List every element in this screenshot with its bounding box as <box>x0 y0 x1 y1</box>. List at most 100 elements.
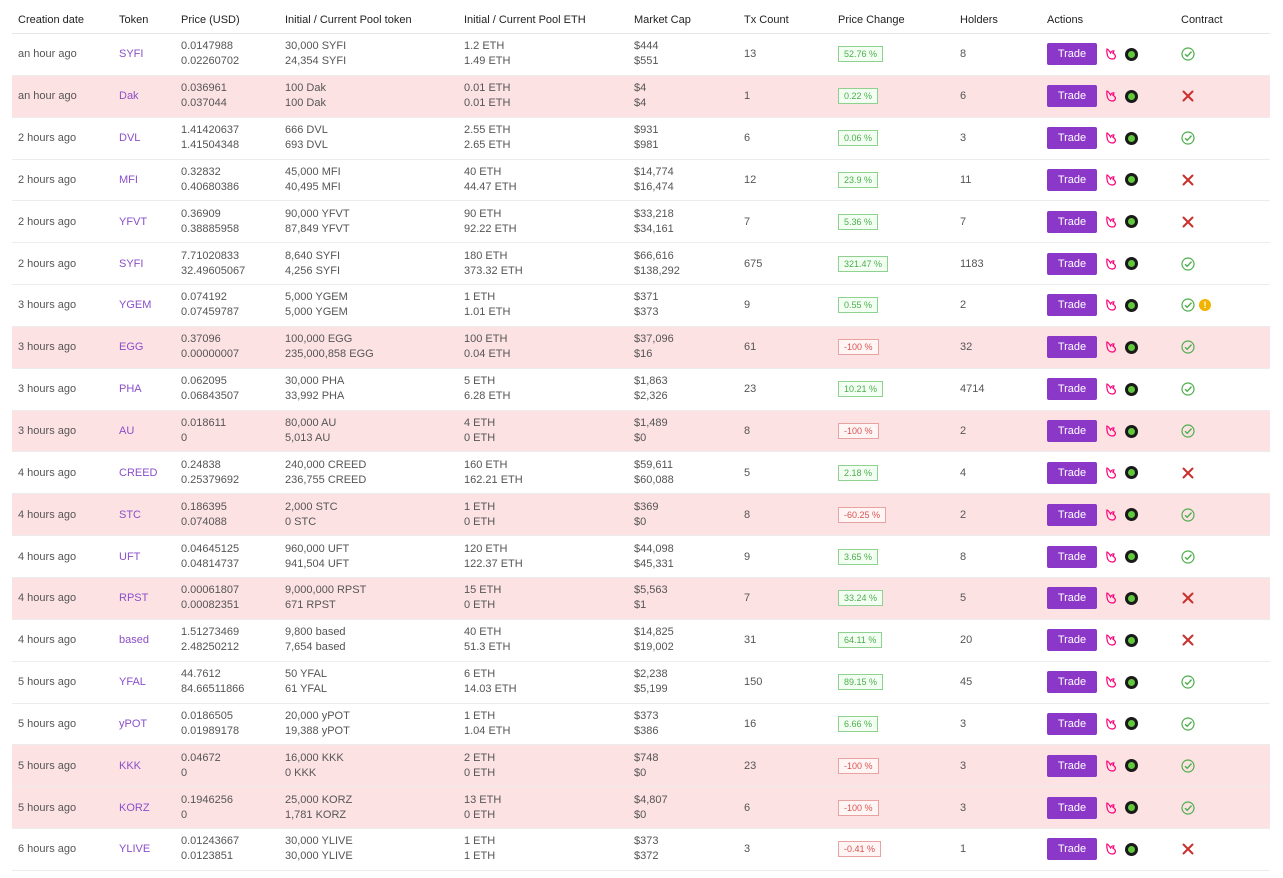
trade-button[interactable]: Trade <box>1047 210 1097 233</box>
uniswap-icon[interactable] <box>1104 382 1118 396</box>
token-link[interactable]: CREED <box>119 466 158 479</box>
dextools-icon[interactable] <box>1125 842 1138 856</box>
uniswap-icon[interactable] <box>1104 801 1118 815</box>
dextools-icon[interactable] <box>1125 215 1138 229</box>
dextools-icon[interactable] <box>1125 801 1138 815</box>
market-cap-initial: $44,098 <box>634 542 674 555</box>
price-usd: 0.00061807 0.00082351 <box>175 583 279 613</box>
header-pool-eth[interactable]: Initial / Current Pool ETH <box>464 13 586 26</box>
trade-button[interactable]: Trade <box>1047 336 1097 359</box>
header-token[interactable]: Token <box>119 13 149 26</box>
token-link[interactable]: YLIVE <box>119 843 151 856</box>
price-change-badge: 64.11 % <box>838 632 883 649</box>
trade-button[interactable]: Trade <box>1047 545 1097 568</box>
uniswap-icon[interactable] <box>1104 466 1118 480</box>
token-link[interactable]: YGEM <box>119 299 152 312</box>
uniswap-icon[interactable] <box>1104 591 1118 605</box>
market-cap-current: $0 <box>634 808 647 821</box>
uniswap-icon[interactable] <box>1104 215 1118 229</box>
dextools-icon[interactable] <box>1125 759 1138 773</box>
trade-button[interactable]: Trade <box>1047 838 1097 861</box>
trade-button[interactable]: Trade <box>1047 671 1097 694</box>
contract-status <box>1175 466 1270 480</box>
header-tx-count[interactable]: Tx Count <box>744 13 789 26</box>
dextools-icon[interactable] <box>1125 257 1138 271</box>
dextools-icon[interactable] <box>1125 466 1138 480</box>
header-market-cap[interactable]: Market Cap <box>634 13 691 26</box>
token-link[interactable]: RPST <box>119 592 149 605</box>
dextools-icon[interactable] <box>1125 382 1138 396</box>
token-link[interactable]: EGG <box>119 341 144 354</box>
trade-button[interactable]: Trade <box>1047 629 1097 652</box>
price-change-badge: -60.25 % <box>838 506 887 523</box>
token-link[interactable]: YFAL <box>119 676 146 689</box>
actions: Trade <box>1041 461 1175 484</box>
token-link[interactable]: SYFI <box>119 257 144 270</box>
token-link[interactable]: based <box>119 634 149 647</box>
trade-button[interactable]: Trade <box>1047 294 1097 317</box>
token-link[interactable]: AU <box>119 425 135 438</box>
dextools-icon[interactable] <box>1125 298 1138 312</box>
trade-button[interactable]: Trade <box>1047 796 1097 819</box>
token-link[interactable]: YFVT <box>119 215 148 228</box>
trade-button[interactable]: Trade <box>1047 503 1097 526</box>
uniswap-icon[interactable] <box>1104 675 1118 689</box>
dextools-icon[interactable] <box>1125 47 1138 61</box>
uniswap-icon[interactable] <box>1104 759 1118 773</box>
uniswap-icon[interactable] <box>1104 131 1118 145</box>
token-link[interactable]: MFI <box>119 173 138 186</box>
header-price[interactable]: Price (USD) <box>181 13 240 26</box>
dextools-icon[interactable] <box>1125 591 1138 605</box>
dextools-icon[interactable] <box>1125 424 1138 438</box>
header-holders[interactable]: Holders <box>960 13 998 26</box>
dextools-icon[interactable] <box>1125 131 1138 145</box>
trade-button[interactable]: Trade <box>1047 754 1097 777</box>
uniswap-icon[interactable] <box>1104 633 1118 647</box>
trade-button[interactable]: Trade <box>1047 168 1097 191</box>
token-link[interactable]: UFT <box>119 550 141 563</box>
dextools-icon[interactable] <box>1125 340 1138 354</box>
token-link[interactable]: Dak <box>119 90 139 103</box>
trade-button[interactable]: Trade <box>1047 85 1097 108</box>
trade-button[interactable]: Trade <box>1047 378 1097 401</box>
trade-button[interactable]: Trade <box>1047 461 1097 484</box>
token-link[interactable]: KKK <box>119 759 142 772</box>
trade-button[interactable]: Trade <box>1047 252 1097 275</box>
dextools-icon[interactable] <box>1125 633 1138 647</box>
token-link[interactable]: STC <box>119 508 141 521</box>
uniswap-icon[interactable] <box>1104 550 1118 564</box>
dextools-icon[interactable] <box>1125 89 1138 103</box>
token-link[interactable]: DVL <box>119 132 141 145</box>
trade-button[interactable]: Trade <box>1047 127 1097 150</box>
header-creation-date[interactable]: Creation date <box>18 13 85 26</box>
uniswap-icon[interactable] <box>1104 508 1118 522</box>
dextools-icon[interactable] <box>1125 717 1138 731</box>
trade-button[interactable]: Trade <box>1047 712 1097 735</box>
uniswap-icon[interactable] <box>1104 173 1118 187</box>
trade-button[interactable]: Trade <box>1047 43 1097 66</box>
uniswap-icon[interactable] <box>1104 47 1118 61</box>
uniswap-icon[interactable] <box>1104 717 1118 731</box>
header-price-change[interactable]: Price Change <box>838 13 905 26</box>
uniswap-icon[interactable] <box>1104 842 1118 856</box>
uniswap-icon[interactable] <box>1104 298 1118 312</box>
trade-button[interactable]: Trade <box>1047 420 1097 443</box>
token-link[interactable]: yPOT <box>119 717 148 730</box>
uniswap-icon[interactable] <box>1104 257 1118 271</box>
dextools-icon[interactable] <box>1125 173 1138 187</box>
pool-token-initial: 30,000 YLIVE <box>285 835 353 848</box>
token-link[interactable]: PHA <box>119 383 142 396</box>
uniswap-icon[interactable] <box>1104 340 1118 354</box>
token-link[interactable]: KORZ <box>119 801 150 814</box>
uniswap-icon[interactable] <box>1104 424 1118 438</box>
dextools-icon[interactable] <box>1125 550 1138 564</box>
token-link[interactable]: SYFI <box>119 48 144 61</box>
uniswap-icon[interactable] <box>1104 89 1118 103</box>
trade-button[interactable]: Trade <box>1047 587 1097 610</box>
price-usd: 1.51273469 2.48250212 <box>175 625 279 655</box>
header-pool-token[interactable]: Initial / Current Pool token <box>285 13 412 26</box>
pool-token-current: 33,992 PHA <box>285 390 345 403</box>
dextools-icon[interactable] <box>1125 508 1138 522</box>
pool-token: 100 Dak 100 Dak <box>279 81 458 111</box>
dextools-icon[interactable] <box>1125 675 1138 689</box>
